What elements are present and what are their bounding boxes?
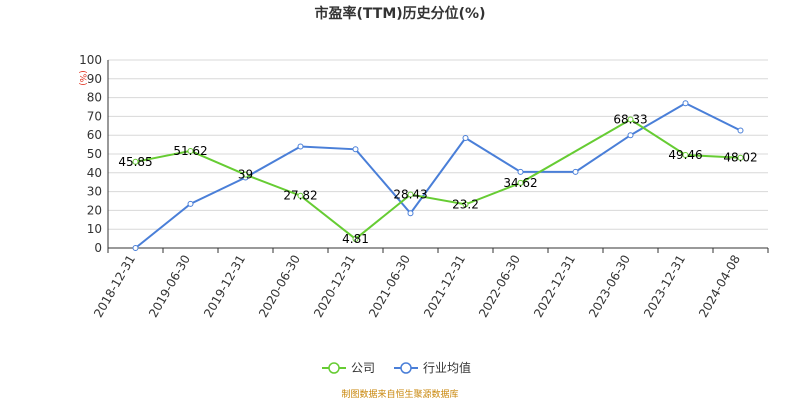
x-tick-label: 2019-06-30	[146, 253, 193, 320]
data-point[interactable]	[132, 158, 139, 165]
series-line	[135, 118, 741, 241]
data-label: 51.62	[173, 144, 207, 158]
data-point[interactable]	[682, 152, 689, 159]
data-label: 68.33	[613, 113, 647, 127]
legend-label: 行业均值	[423, 360, 471, 375]
data-point[interactable]	[737, 127, 744, 134]
data-label: 49.46	[668, 148, 702, 162]
data-point[interactable]	[242, 171, 249, 178]
x-tick-label: 2020-06-30	[256, 253, 303, 320]
data-point[interactable]	[407, 210, 414, 217]
data-point[interactable]	[627, 132, 634, 139]
x-tick-label: 2023-12-31	[641, 253, 688, 320]
y-tick-label: 40	[87, 166, 102, 180]
x-tick-label: 2022-12-31	[531, 253, 578, 320]
y-tick-label: 10	[87, 222, 102, 236]
data-label: 23.2	[452, 197, 479, 211]
data-point[interactable]	[352, 146, 359, 153]
data-label: 39	[238, 168, 253, 182]
data-point[interactable]	[627, 116, 634, 123]
legend-label: 公司	[351, 361, 375, 375]
grid-lines	[108, 59, 768, 249]
data-label: 4.81	[342, 232, 369, 246]
data-point[interactable]	[297, 143, 304, 150]
legend[interactable]: 公司 行业均值	[322, 360, 471, 375]
data-point[interactable]	[352, 235, 359, 242]
y-axis-label: (%)	[77, 70, 87, 86]
y-tick-label: 30	[87, 185, 102, 199]
y-tick-label: 0	[94, 241, 102, 255]
data-label: 34.62	[503, 176, 537, 190]
x-tick-label: 2022-06-30	[476, 253, 523, 320]
data-label: 27.82	[283, 189, 317, 203]
y-tick-label: 90	[87, 72, 102, 86]
series-line	[134, 102, 741, 249]
series-layer	[132, 100, 744, 251]
data-point[interactable]	[737, 154, 744, 161]
data-point[interactable]	[297, 192, 304, 199]
x-tick-label: 2018-12-31	[91, 253, 138, 320]
data-point[interactable]	[462, 201, 469, 208]
source-note: 制图数据来自恒生聚源数据库	[341, 388, 458, 400]
x-tick-label: 2019-12-31	[201, 253, 248, 320]
data-point[interactable]	[572, 168, 579, 175]
x-tick-label: 2021-06-30	[366, 253, 413, 320]
data-point[interactable]	[407, 191, 414, 198]
data-point[interactable]	[517, 168, 524, 175]
data-point[interactable]	[187, 147, 194, 154]
data-point[interactable]	[132, 245, 139, 251]
y-tick-label: 80	[87, 91, 102, 105]
legend-item[interactable]: 公司	[322, 361, 375, 375]
x-tick-label: 2024-04-08	[696, 253, 743, 320]
data-point[interactable]	[682, 100, 689, 107]
legend-item[interactable]: 行业均值	[394, 360, 471, 375]
data-label: 28.43	[393, 188, 427, 202]
x-tick-label: 2020-12-31	[311, 253, 358, 320]
y-tick-label: 100	[79, 53, 102, 67]
legend-marker	[328, 362, 340, 374]
y-tick-label: 50	[87, 147, 102, 161]
data-labels: 45.85 51.62 39 27.82 4.81 28.43 23.2 34.62 68.33…	[118, 113, 757, 246]
axes: 0 10 20 30 40 50 60 70 80 90 100 2018-12-31 2019-06-…	[79, 53, 769, 320]
data-point[interactable]	[462, 135, 469, 142]
legend-marker	[400, 362, 412, 374]
data-label: 48.02	[723, 151, 757, 165]
data-point[interactable]	[187, 200, 194, 207]
data-point[interactable]	[517, 179, 524, 186]
y-tick-label: 70	[87, 109, 102, 123]
data-label: 45.85	[118, 155, 152, 169]
y-tick-label: 60	[87, 128, 102, 142]
x-tick-label: 2021-12-31	[421, 253, 468, 320]
y-tick-label: 20	[87, 203, 102, 217]
chart-title: 市盈率(TTM)历史分位(%)	[315, 5, 486, 22]
x-tick-label: 2023-06-30	[586, 253, 633, 320]
